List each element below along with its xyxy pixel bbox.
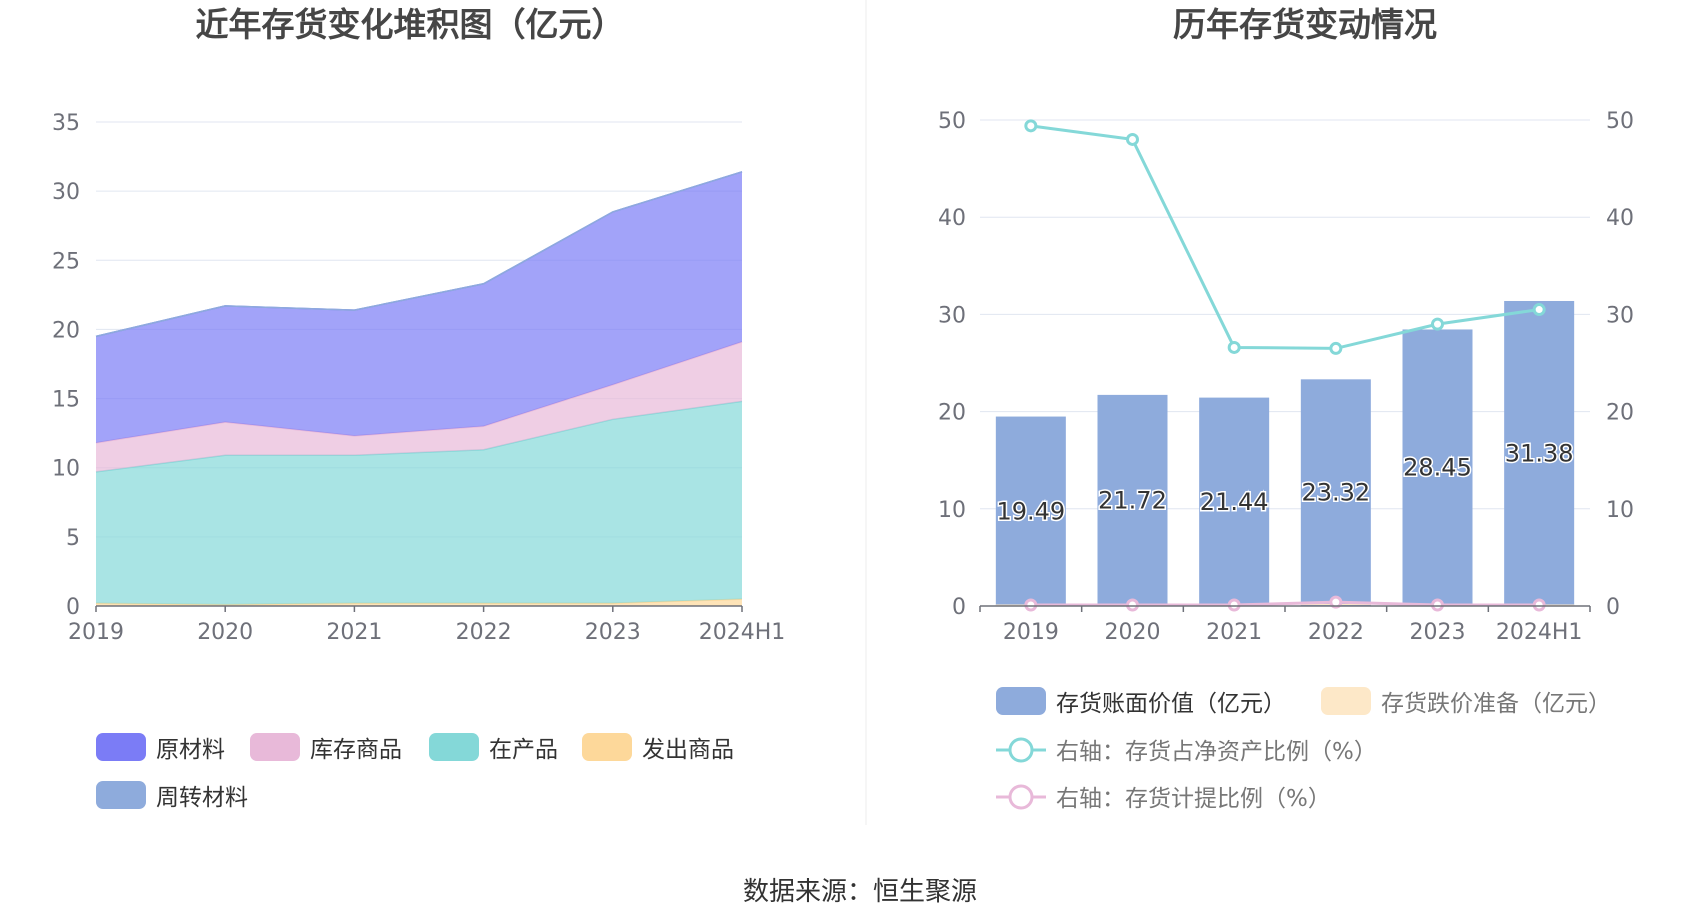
legend-item[interactable]: 原材料 <box>96 733 225 763</box>
area-series <box>96 341 742 472</box>
legend-label: 库存商品 <box>310 737 402 763</box>
x-tick-label: 2020 <box>197 620 253 645</box>
legend-item[interactable]: 右轴：存货计提比例（%） <box>996 784 1331 812</box>
x-tick-label: 2022 <box>456 620 512 645</box>
y2-tick-label: 0 <box>1606 595 1620 620</box>
line-point[interactable] <box>1024 119 1038 133</box>
y-tick-label: 50 <box>938 109 966 134</box>
line-series <box>1030 124 1540 350</box>
line-point[interactable] <box>1532 303 1546 317</box>
bar[interactable] <box>1300 379 1371 606</box>
x-tick-label: 2021 <box>326 620 382 645</box>
y-tick-label: 20 <box>52 318 80 343</box>
x-tick-label: 2020 <box>1105 620 1161 645</box>
x-tick-label: 2024H1 <box>1496 620 1583 645</box>
line-point[interactable] <box>1126 598 1139 612</box>
legend-swatch <box>96 781 146 809</box>
legend-item[interactable]: 周转材料 <box>96 781 248 811</box>
legend-marker <box>1008 737 1034 763</box>
bar[interactable] <box>1199 397 1270 606</box>
bar-line-chart: 历年存货变动情况 19.49 21.72 21.44 23.3228.4531.38 … <box>938 5 1634 812</box>
y-tick-label: 35 <box>52 111 80 136</box>
y-tick-label: 0 <box>952 595 966 620</box>
bar-value-label: 23.32 <box>1301 479 1370 507</box>
y-tick-label: 10 <box>52 457 80 482</box>
y-tick-label: 40 <box>938 206 966 231</box>
y-tick-label: 20 <box>938 401 966 426</box>
y2-tick-label: 50 <box>1606 109 1634 134</box>
legend-label: 存货跌价准备（亿元） <box>1381 691 1611 717</box>
y2-tick-label: 40 <box>1606 206 1634 231</box>
y-tick-label: 15 <box>52 388 80 413</box>
legend-label: 原材料 <box>156 737 225 763</box>
legend-swatch <box>250 733 300 761</box>
area-series-line <box>95 171 743 338</box>
legend-swatch <box>429 733 479 761</box>
legend-label: 右轴：存货计提比例（%） <box>1056 786 1331 812</box>
area-series <box>96 171 742 443</box>
bar[interactable] <box>1402 329 1473 606</box>
area-series <box>96 401 742 605</box>
y-tick-label: 30 <box>938 303 966 328</box>
legend-swatch <box>582 733 632 761</box>
left-chart-title: 近年存货变化堆积图（亿元） <box>196 5 625 44</box>
line-point[interactable] <box>1329 595 1343 609</box>
stacked-area-chart: 近年存货变化堆积图（亿元） 2019 2020 2021 2022 2023 2024H1… <box>52 5 785 811</box>
line-point[interactable] <box>1532 598 1546 612</box>
legend-item[interactable]: 发出商品 <box>582 733 734 763</box>
bar-value-label: 19.49 <box>996 497 1065 525</box>
x-tick-label: 2019 <box>68 620 124 645</box>
x-tick-label: 2021 <box>1206 620 1262 645</box>
area-series-line <box>95 341 743 444</box>
legend-swatch <box>96 733 146 761</box>
bar-value-label: 28.45 <box>1403 454 1472 482</box>
bar-value-label: 21.72 <box>1098 486 1167 514</box>
bar-value-label: 21.44 <box>1200 488 1269 516</box>
line-point[interactable] <box>1431 317 1444 331</box>
line-point[interactable] <box>1431 598 1444 612</box>
line-point[interactable] <box>1126 132 1139 146</box>
legend-item[interactable]: 右轴：存货占净资产比例（%） <box>996 737 1377 765</box>
legend-swatch <box>1321 687 1371 715</box>
legend-label: 存货账面价值（亿元） <box>1056 691 1286 717</box>
source-note: 数据来源：恒生聚源 <box>743 877 977 907</box>
legend-label: 周转材料 <box>156 785 248 811</box>
right-chart-title: 历年存货变动情况 <box>1173 5 1437 44</box>
x-tick-label: 2019 <box>1003 620 1059 645</box>
bar[interactable] <box>995 416 1066 606</box>
legend-item[interactable]: 存货账面价值（亿元） <box>996 687 1286 717</box>
line-point[interactable] <box>1227 340 1241 354</box>
bar[interactable] <box>1504 300 1575 606</box>
y-tick-label: 30 <box>52 180 80 205</box>
line-point[interactable] <box>1227 598 1241 612</box>
legend-swatch <box>996 687 1046 715</box>
line-point[interactable] <box>1329 341 1343 355</box>
legend-item[interactable]: 存货跌价准备（亿元） <box>1321 687 1611 717</box>
legend-item[interactable]: 库存商品 <box>250 733 402 763</box>
legend-label: 在产品 <box>489 737 558 763</box>
y2-tick-label: 30 <box>1606 303 1634 328</box>
legend-label: 发出商品 <box>642 737 734 763</box>
y-tick-label: 25 <box>52 249 80 274</box>
y-tick-label: 0 <box>66 595 80 620</box>
legend-item[interactable]: 在产品 <box>429 733 558 763</box>
bar-value-label: 31.38 <box>1505 439 1574 467</box>
x-tick-label: 2022 <box>1308 620 1364 645</box>
y2-tick-label: 20 <box>1606 401 1634 426</box>
line-point[interactable] <box>1024 598 1038 612</box>
line-series <box>1030 600 1540 607</box>
y2-tick-label: 10 <box>1606 498 1634 523</box>
x-tick-label: 2024H1 <box>699 620 786 645</box>
x-tick-label: 2023 <box>1410 620 1466 645</box>
x-tick-label: 2023 <box>585 620 641 645</box>
y-tick-label: 5 <box>66 526 80 551</box>
legend-label: 右轴：存货占净资产比例（%） <box>1056 739 1377 765</box>
bar[interactable] <box>1097 394 1168 606</box>
y-tick-label: 10 <box>938 498 966 523</box>
legend-marker <box>1008 784 1034 810</box>
